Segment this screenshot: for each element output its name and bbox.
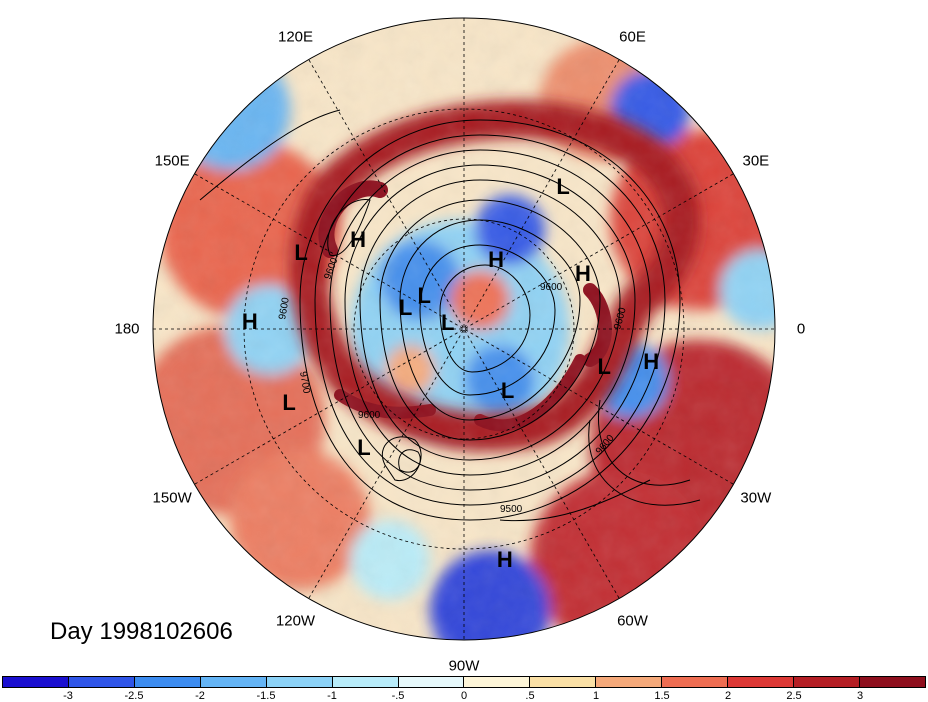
colorbar-tick-label: 3 [856, 690, 864, 702]
colorbar-tick-label: 0 [460, 690, 468, 702]
low-pressure-marker: L [357, 435, 371, 461]
colorbar-tick-label: 1 [592, 690, 600, 702]
contour-label: 9500 [500, 504, 523, 515]
colorbar-tick-label: 2 [724, 690, 732, 702]
low-pressure-marker: L [294, 240, 308, 266]
contour-label: 9700 [297, 371, 312, 395]
longitude-label: 90E [451, 0, 478, 1]
colorbar-tick-label: .5 [525, 690, 535, 702]
colorbar-segment [530, 677, 597, 687]
colorbar-tick-label: 1.5 [654, 690, 670, 702]
low-pressure-marker: L [417, 282, 432, 308]
colorbar-segment [398, 677, 465, 687]
high-pressure-marker: H [496, 547, 513, 573]
high-pressure-marker: H [643, 349, 660, 374]
high-pressure-marker: H [350, 227, 367, 253]
colorbar-segment [3, 677, 69, 687]
colorbar-segment [134, 677, 201, 687]
longitude-label: 30E [742, 152, 770, 169]
colorbar-tick-label: -2 [195, 690, 205, 702]
colorbar-tick-label: -.5 [391, 690, 405, 702]
contour-label: 9600 [358, 410, 381, 421]
colorbar-tick-label: -1 [327, 690, 337, 702]
longitude-label: 60E [619, 28, 646, 46]
longitude-label: 150E [154, 152, 190, 169]
colorbar-tick-label: 2.5 [786, 690, 802, 702]
map-boundary [152, 17, 776, 641]
date-label: Day 1998102606 [50, 618, 233, 645]
longitude-label: 90W [448, 657, 480, 675]
high-pressure-marker: H [488, 247, 505, 273]
longitude-label: 0 [796, 320, 806, 338]
anomaly-field [153, 18, 775, 640]
colorbar-tick-label: -3 [63, 690, 73, 702]
low-pressure-marker: L [597, 353, 611, 379]
contour-label: 9600 [277, 296, 292, 320]
colorbar-segment [596, 677, 663, 687]
high-pressure-marker: H [241, 308, 258, 334]
low-pressure-marker: L [398, 294, 413, 320]
low-pressure-marker: L [441, 310, 455, 336]
colorbar-segment [68, 677, 135, 687]
longitude-label: 150W [152, 489, 192, 506]
colorbar-segment [332, 677, 399, 687]
graticule [153, 18, 775, 640]
colorbar-segment [662, 677, 729, 687]
colorbar-segment [200, 677, 267, 687]
longitude-label: 60W [617, 612, 648, 630]
colorbar-segment [728, 677, 795, 687]
low-pressure-marker: L [282, 390, 296, 416]
low-pressure-marker: L [556, 174, 570, 200]
colorbar-segment [266, 677, 333, 687]
longitude-label: 120W [275, 612, 316, 630]
high-pressure-marker: H [575, 260, 591, 286]
colorbar-segment [794, 677, 860, 687]
longitude-label: 30W [740, 489, 772, 506]
colorbar [2, 676, 926, 688]
colorbar-tick-label: -2.5 [124, 690, 144, 702]
low-pressure-marker: L [500, 378, 515, 404]
height-contours [199, 109, 701, 522]
colorbar-segment [859, 677, 925, 687]
contour-label: 9600 [540, 282, 563, 293]
colorbar-tick-label: -1.5 [256, 690, 276, 702]
longitude-label: 180 [114, 320, 140, 338]
longitude-label: 120E [277, 28, 314, 46]
colorbar-segment [464, 677, 531, 687]
